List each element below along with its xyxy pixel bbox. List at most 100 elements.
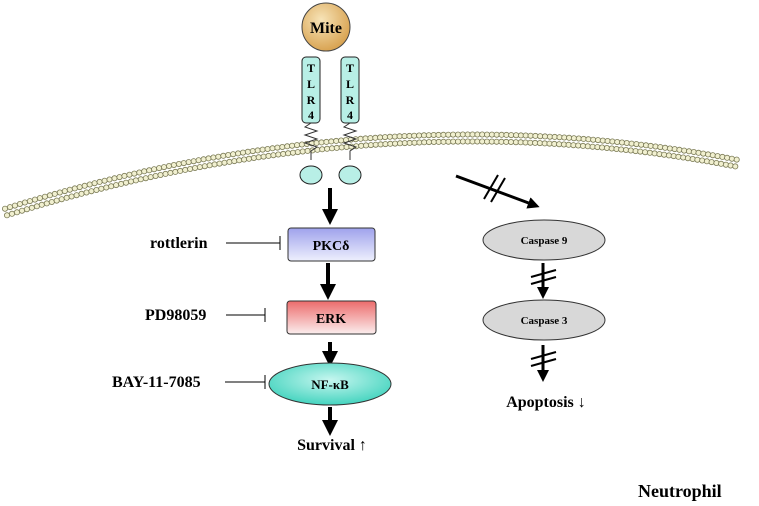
membrane-bead (8, 210, 15, 217)
membrane-bead (91, 180, 98, 187)
membrane-bead (151, 166, 158, 173)
membrane-bead (190, 158, 197, 165)
membrane-bead (608, 145, 615, 152)
caspase9-node: Caspase 9 (482, 219, 606, 261)
membrane-bead (160, 164, 167, 171)
membrane-bead (633, 141, 640, 148)
membrane-bead (411, 139, 418, 146)
membrane-bead (43, 200, 50, 207)
membrane-bead (289, 142, 296, 149)
membrane-bead (28, 204, 35, 211)
membrane-bead (280, 150, 287, 157)
membrane-bead (599, 144, 606, 151)
membrane-bead (469, 131, 476, 138)
tlr4-left-letter-3: R (307, 93, 316, 107)
membrane-bead (41, 193, 48, 200)
membrane-bead (304, 147, 311, 154)
membrane-bead (78, 190, 85, 197)
membrane-bead (255, 154, 262, 161)
membrane-bead (21, 199, 28, 206)
membrane-bead (86, 181, 93, 188)
membrane-bead (675, 153, 682, 160)
tlr4-receptor-right: T L R 4 (338, 56, 362, 185)
membrane-bead (196, 164, 203, 171)
membrane-bead (244, 148, 251, 155)
membrane-bead (623, 146, 630, 153)
membrane-bead (226, 158, 233, 165)
membrane-bead (609, 138, 616, 145)
membrane-bead (250, 154, 257, 161)
membrane-bead (279, 143, 286, 150)
membrane-bead (254, 147, 261, 154)
membrane-bead (585, 136, 592, 143)
tlr4-right-letter-1: T (346, 61, 354, 75)
membrane-bead (98, 185, 105, 192)
bay-inhibition-line (225, 375, 266, 389)
tlr4-left-letter-4: 4 (308, 108, 314, 122)
membrane-bead (440, 138, 447, 145)
membrane-bead (137, 176, 144, 183)
membrane-bead (665, 152, 672, 159)
membrane-bead (236, 157, 243, 164)
membrane-bead (167, 169, 174, 176)
membrane-bead (358, 142, 365, 149)
membrane-bead (372, 141, 379, 148)
caspase3-node: Caspase 3 (482, 299, 606, 341)
membrane-bead (575, 142, 582, 149)
membrane-bead (595, 137, 602, 144)
membrane-bead (459, 131, 466, 138)
membrane-bead (676, 146, 683, 153)
membrane-bead (733, 156, 740, 163)
membrane-bead (187, 165, 194, 172)
membrane-bead (604, 137, 611, 144)
membrane-bead (147, 174, 154, 181)
membrane-bead (324, 145, 331, 152)
membrane-bead (33, 203, 40, 210)
membrane-bead (48, 198, 55, 205)
membrane-bead (61, 188, 68, 195)
membrane-bead (401, 133, 408, 140)
membrane-bead (724, 154, 731, 161)
membrane-bead (162, 170, 169, 177)
tlr4-receptor-left: T L R 4 (299, 56, 323, 185)
membrane-bead (58, 196, 65, 203)
membrane-bead (180, 160, 187, 167)
membrane-bead (96, 178, 103, 185)
membrane-bead (700, 150, 707, 157)
membrane-bead (584, 143, 591, 150)
rottlerin-inhibition-line (226, 236, 281, 250)
membrane-bead (177, 167, 184, 174)
membrane-bead (127, 178, 134, 185)
membrane-bead (200, 156, 207, 163)
membrane-bead (614, 138, 621, 145)
membrane-bead (235, 150, 242, 157)
membrane-bead (450, 131, 457, 138)
membrane-bead (381, 134, 388, 141)
membrane-bead (382, 141, 389, 148)
membrane-bead (299, 148, 306, 155)
membrane-bead (662, 144, 669, 151)
membrane-bead (714, 153, 721, 160)
membrane-bead (270, 152, 277, 159)
membrane-bead (118, 180, 125, 187)
membrane-bead (116, 174, 123, 181)
membrane-bead (661, 151, 668, 158)
erk-node: ERK (286, 300, 377, 335)
membrane-bead (718, 160, 725, 167)
pd98059-label: PD98059 (145, 307, 206, 324)
membrane-bead (63, 194, 70, 201)
blocked-arrow-to-caspase9 (455, 174, 540, 209)
membrane-bead (684, 155, 691, 162)
nfkb-node: NF-κB (268, 362, 392, 406)
caspase9-label: Caspase 9 (521, 235, 568, 247)
membrane-bead (474, 138, 481, 145)
membrane-bead (343, 143, 350, 150)
membrane-bead (580, 135, 587, 142)
membrane-bead (686, 148, 693, 155)
membrane-bead (298, 141, 305, 148)
membrane-bead (652, 143, 659, 150)
membrane-bead (589, 143, 596, 150)
membrane-bead (319, 146, 326, 153)
membrane-bead (142, 175, 149, 182)
survival-label: Survival ↑ (297, 437, 367, 454)
